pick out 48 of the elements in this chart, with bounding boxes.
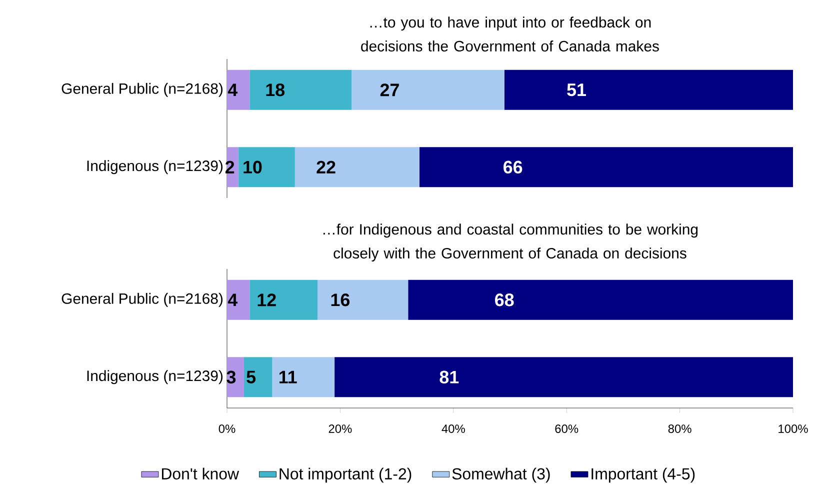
bar <box>272 357 335 398</box>
data-label: 11 <box>279 370 297 384</box>
data-label: 4 <box>228 84 238 96</box>
data-label: 10 <box>244 160 262 174</box>
bar <box>244 357 272 398</box>
x-tick-label: 80% <box>668 424 692 433</box>
x-tick-label: 100% <box>778 424 808 433</box>
y-tick-label: General Public (n=2168) <box>62 82 223 97</box>
bar <box>318 280 408 320</box>
bar <box>419 147 794 188</box>
x-tick-label: 20% <box>328 424 352 433</box>
data-label: 66 <box>504 160 522 174</box>
bar <box>250 70 352 110</box>
data-label: 2 <box>225 160 234 174</box>
bar <box>334 357 794 398</box>
data-label: 51 <box>567 84 586 96</box>
legend-label: Important (4-5) <box>592 468 695 483</box>
data-label: 3 <box>226 370 236 384</box>
data-label: 4 <box>228 294 238 306</box>
x-tick-label: 40% <box>442 424 465 433</box>
chart-title: …to you to have input into or feedback on decisions the Government of Canada makes <box>361 16 659 52</box>
bar <box>227 147 238 188</box>
data-label: 18 <box>266 84 285 96</box>
data-label: 27 <box>380 84 399 96</box>
legend-label: Not important (1-2) <box>280 468 412 483</box>
bar <box>504 70 794 110</box>
bar <box>294 147 420 188</box>
data-label: 12 <box>258 294 276 306</box>
data-label: 16 <box>331 294 350 306</box>
data-label: 5 <box>246 370 256 384</box>
bar <box>227 357 244 398</box>
y-tick-label: Indigenous (n=1239) <box>87 370 223 384</box>
x-tick-label: 60% <box>555 424 578 433</box>
x-tick-label: 0% <box>218 424 236 433</box>
bar <box>250 280 318 320</box>
y-tick-label: General Public (n=2168) <box>62 292 223 307</box>
y-tick-label: Indigenous (n=1239) <box>87 160 223 174</box>
bar <box>227 280 250 320</box>
data-label: 81 <box>440 370 459 384</box>
legend-label: Somewhat (3) <box>452 468 550 483</box>
bar <box>227 70 250 110</box>
bar <box>238 147 295 188</box>
chart-title: …for Indigenous and coastal communities to be working closely with the Government of Canada on decisions <box>323 224 698 262</box>
bar <box>408 280 794 320</box>
legend-label: Don't know <box>162 468 240 480</box>
data-label: 68 <box>495 294 514 306</box>
data-label: 22 <box>316 160 336 174</box>
bar <box>352 70 504 110</box>
